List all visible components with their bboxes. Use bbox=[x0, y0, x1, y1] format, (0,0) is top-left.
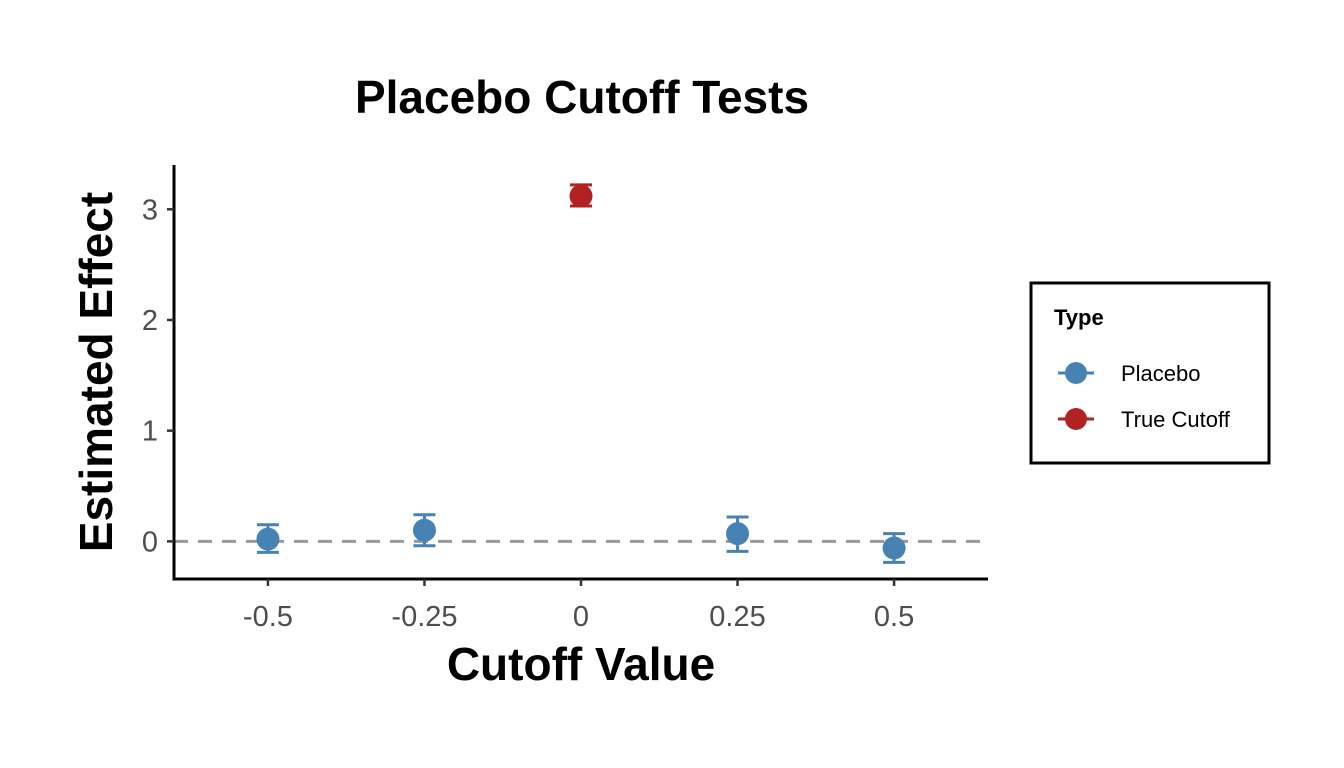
data-point bbox=[726, 515, 750, 553]
legend-label: True Cutoff bbox=[1121, 407, 1231, 432]
data-point bbox=[412, 513, 436, 548]
y-tick-label: 3 bbox=[142, 194, 158, 226]
y-tick-label: 2 bbox=[142, 305, 158, 337]
data-point bbox=[256, 523, 280, 554]
x-tick-label: -0.25 bbox=[391, 601, 457, 633]
legend-key-marker bbox=[1065, 362, 1087, 384]
x-tick-label: 0.25 bbox=[709, 601, 765, 633]
data-point bbox=[882, 532, 906, 564]
point-marker bbox=[256, 527, 280, 551]
y-axis-title: Estimated Effect bbox=[70, 192, 122, 552]
y-tick-label: 0 bbox=[142, 526, 158, 558]
point-marker bbox=[412, 518, 436, 542]
y-tick-label: 1 bbox=[142, 416, 158, 448]
legend-item: True Cutoff bbox=[1058, 407, 1231, 432]
legend-item: Placebo bbox=[1058, 361, 1201, 386]
x-tick-label: -0.5 bbox=[243, 601, 293, 633]
legend-label: Placebo bbox=[1121, 361, 1201, 386]
x-axis-title: Cutoff Value bbox=[447, 638, 715, 690]
chart-title: Placebo Cutoff Tests bbox=[355, 71, 809, 123]
x-tick-label: 0.5 bbox=[874, 601, 914, 633]
data-point bbox=[569, 183, 593, 208]
legend-key-marker bbox=[1065, 408, 1087, 430]
point-marker bbox=[882, 536, 906, 560]
legend: Type Placebo True Cutoff bbox=[1029, 281, 1271, 465]
point-marker bbox=[726, 522, 750, 546]
x-tick-label: 0 bbox=[573, 601, 589, 633]
legend-title: Type bbox=[1054, 305, 1104, 330]
point-marker bbox=[569, 184, 593, 208]
plot-area: -0.5 -0.25 0 0.25 0.5 0 1 2 3 bbox=[142, 165, 988, 633]
